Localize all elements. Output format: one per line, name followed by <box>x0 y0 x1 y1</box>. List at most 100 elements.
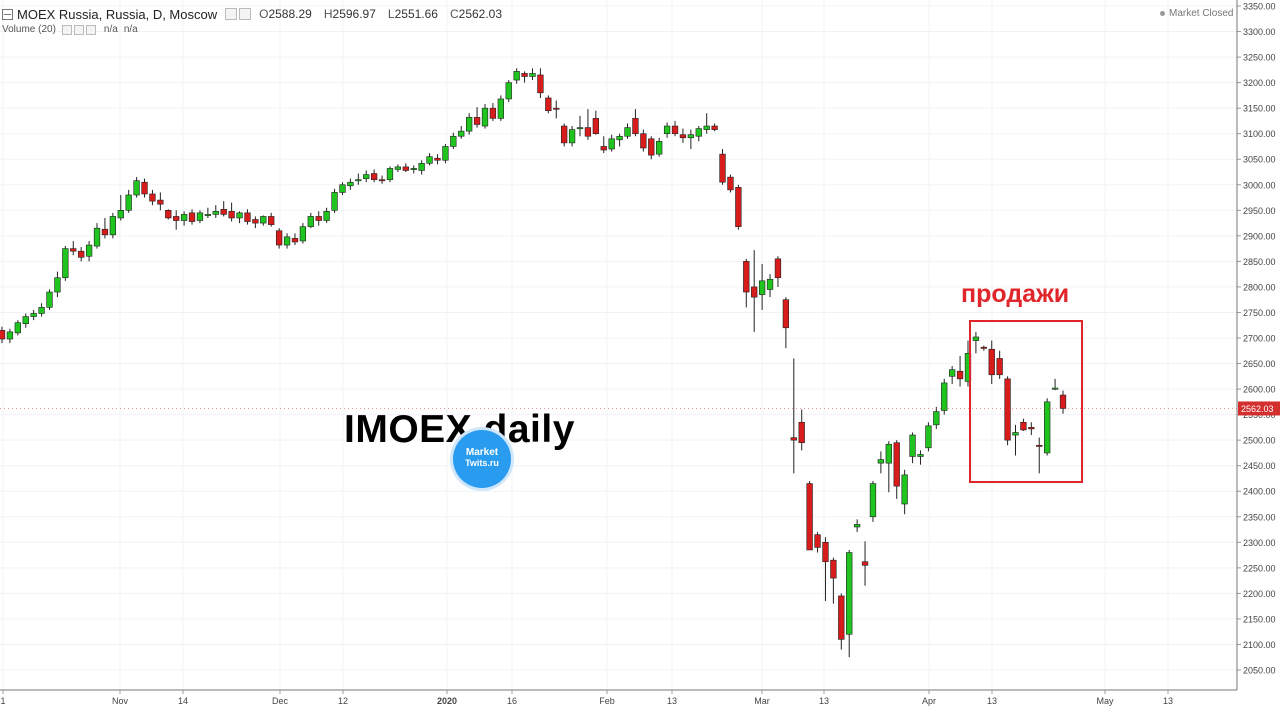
candle <box>727 174 734 193</box>
candle-body <box>363 174 370 179</box>
candle-body <box>798 421 805 444</box>
selection-rectangle[interactable] <box>969 320 1083 483</box>
candle-body <box>260 216 267 224</box>
y-tick-label: 2350.00 <box>1243 512 1276 522</box>
candle-body <box>299 226 307 242</box>
candle-body <box>370 173 378 180</box>
candle-body <box>497 98 504 119</box>
close-icon[interactable] <box>85 24 96 35</box>
settings-icon[interactable] <box>73 24 84 35</box>
candle <box>790 358 797 474</box>
y-tick-label: 3250.00 <box>1243 53 1276 63</box>
candle <box>283 233 291 249</box>
candle <box>846 549 853 658</box>
candle <box>466 113 473 135</box>
candle <box>743 258 750 308</box>
eye-icon[interactable] <box>61 24 72 35</box>
candle <box>1051 378 1059 391</box>
candle <box>46 289 53 310</box>
candle-body <box>545 97 552 112</box>
market-status: Market Closed <box>1160 8 1233 19</box>
candle <box>735 184 742 230</box>
candle-body <box>980 346 987 349</box>
x-tick-label: Dec <box>272 696 289 706</box>
candle-body <box>268 216 275 225</box>
candle-body <box>410 168 417 170</box>
candle <box>980 345 987 351</box>
candle <box>78 247 85 262</box>
candle <box>758 263 766 310</box>
ohlc-high: H2596.97 <box>323 7 376 21</box>
candle <box>869 481 877 522</box>
candle <box>766 274 774 298</box>
candle-body <box>307 216 314 227</box>
candle <box>505 80 512 103</box>
volume-legend: Volume (20) n/a n/a <box>2 24 138 35</box>
time-axis[interactable]: 1 Nov 14 Dec 12 2020 16 Feb 13 Mar 13 Apr 13 May 13 <box>0 689 1237 706</box>
candle <box>38 303 45 317</box>
x-tick-label: Nov <box>112 696 129 706</box>
y-tick-label: 2900.00 <box>1243 231 1276 241</box>
candle-body <box>758 280 766 295</box>
candle <box>948 366 956 384</box>
candle-body <box>933 411 940 426</box>
candle <box>640 129 647 152</box>
x-tick-label: 13 <box>819 696 829 706</box>
x-tick-label: Mar <box>754 696 770 706</box>
candle <box>252 216 259 229</box>
candle <box>917 450 924 465</box>
candle-body <box>473 117 481 125</box>
candle-body <box>220 208 227 215</box>
candle <box>616 133 623 147</box>
candle <box>774 256 782 287</box>
eye-icon[interactable] <box>225 8 238 20</box>
candle-body <box>568 129 576 144</box>
candle-body <box>537 74 544 94</box>
candle <box>1059 390 1067 414</box>
x-tick-label: 13 <box>987 696 997 706</box>
candle-body <box>925 425 932 449</box>
candle-body <box>323 211 330 221</box>
candle-body <box>109 216 117 236</box>
candle-body <box>640 133 647 149</box>
candle-body <box>386 168 394 180</box>
y-tick-label: 3150.00 <box>1243 104 1276 114</box>
candle-body <box>1012 432 1019 436</box>
symbol-title[interactable]: MOEX Russia, Russia, D, Moscow <box>17 6 218 22</box>
markettwits-logo: Market Twits.ru <box>453 430 511 488</box>
candle <box>473 107 481 128</box>
candle-body <box>988 348 995 376</box>
ohlc-open: O2588.29 <box>259 7 312 21</box>
settings-icon[interactable] <box>239 8 252 20</box>
y-tick-label: 3050.00 <box>1243 155 1276 165</box>
candle <box>719 149 726 185</box>
y-tick-label: 2150.00 <box>1243 614 1276 624</box>
candle-body <box>339 184 346 193</box>
candle-body <box>941 382 948 411</box>
volume-value: n/a <box>103 24 118 35</box>
price-axis[interactable]: 2050.00 2100.00 2150.00 2200.00 2250.00 2300.… <box>0 0 1280 690</box>
volume-label[interactable]: Volume (20) <box>2 24 56 35</box>
candle-body <box>553 107 560 110</box>
candle-body <box>608 138 615 150</box>
candle <box>877 451 885 474</box>
y-tick-label: 2800.00 <box>1243 282 1276 292</box>
candle <box>671 120 679 137</box>
candle <box>30 309 37 321</box>
candle <box>212 205 219 218</box>
candle-body <box>30 313 37 317</box>
candle <box>941 378 948 415</box>
candle-body <box>877 459 885 464</box>
collapse-icon[interactable] <box>2 8 13 20</box>
candle-body <box>0 330 6 340</box>
candle <box>782 297 790 349</box>
candle-body <box>394 166 402 170</box>
candle-body <box>165 210 172 219</box>
candle <box>101 217 109 239</box>
candle <box>838 593 845 650</box>
candle-body <box>117 210 124 219</box>
ohlc-low: L2551.66 <box>387 7 438 21</box>
candle <box>830 557 837 604</box>
candle <box>125 189 132 213</box>
